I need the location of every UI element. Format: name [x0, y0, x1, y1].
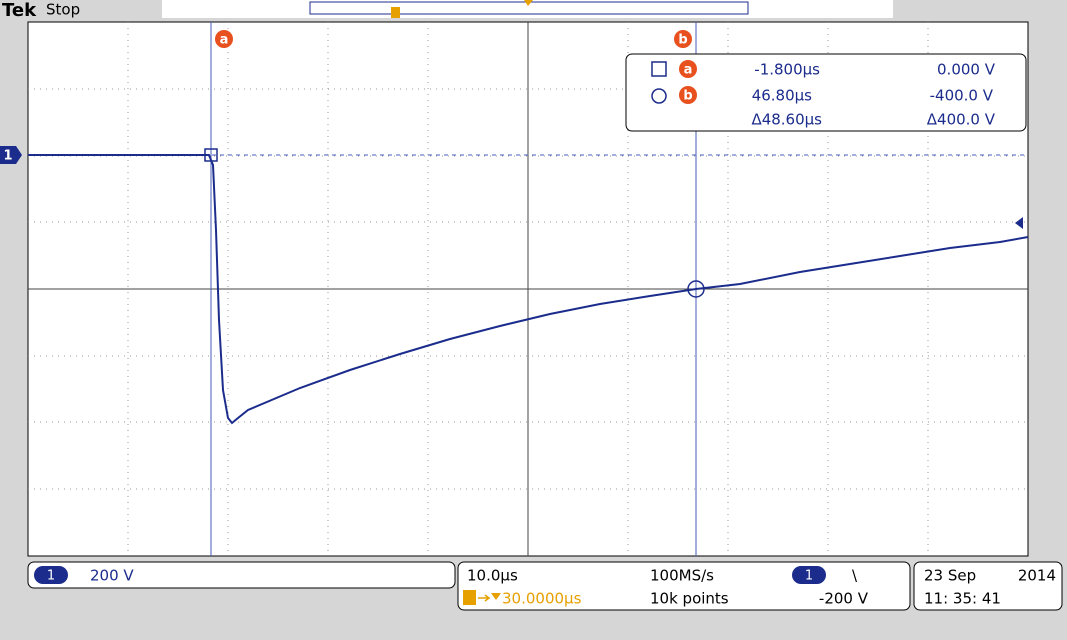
channel-box [27, 561, 456, 589]
position-icon [491, 593, 501, 600]
time: 11: 35: 41 [924, 590, 1001, 608]
horizontal-position: 30.0000µs [502, 590, 582, 608]
cursor-a-label: a [220, 33, 229, 48]
time-readout: 46.80µs [752, 87, 812, 105]
year: 2014 [1018, 567, 1056, 585]
row-badge [679, 60, 697, 78]
time-scale: 10.0µs [467, 567, 518, 585]
expansion-marker [524, 0, 533, 6]
row-marker: a [684, 63, 693, 78]
cursor-b-point [687, 280, 705, 298]
channel-badge [34, 566, 68, 584]
trigger-slope: \ [852, 567, 858, 585]
row-badge [679, 86, 697, 104]
voltage-delta: Δ400.0 V [927, 111, 996, 129]
grid [28, 22, 1028, 556]
voltage-readout: 0.000 V [937, 61, 996, 79]
sample-rate: 100MS/s [650, 567, 714, 585]
voltage-readout: -400.0 V [930, 87, 994, 105]
cursor-a-point [204, 148, 218, 162]
channel-number: 1 [47, 569, 55, 584]
cursor-b-badge [674, 30, 692, 48]
channel-marker-label: 1 [3, 149, 12, 164]
square-icon [651, 61, 667, 77]
trigger-level-arrow [1015, 217, 1023, 229]
date: 23 Sep [924, 567, 976, 585]
brand: Tek [2, 0, 37, 21]
trigger-source-badge [792, 566, 826, 584]
time-readout: -1.800µs [754, 61, 820, 79]
record-length: 10k points [650, 590, 729, 608]
datetime-box [913, 561, 1063, 611]
row-marker: b [683, 89, 692, 104]
cursor-a-badge [215, 30, 233, 48]
trigger-source: 1 [805, 569, 813, 584]
status: Stop [46, 1, 80, 19]
channel-scale: 200 V [90, 567, 134, 585]
circle-icon [651, 88, 667, 104]
cursor-b-label: b [678, 33, 687, 48]
waveform [28, 154, 1029, 425]
arrow-icon [478, 594, 491, 602]
cursor-readout [625, 53, 1027, 132]
trigger-icon [463, 590, 476, 605]
trigger-position-marker [391, 7, 400, 18]
trigger-level: -200 V [819, 590, 869, 608]
channel-marker [0, 146, 22, 164]
time-delta: Δ48.60µs [751, 111, 822, 129]
